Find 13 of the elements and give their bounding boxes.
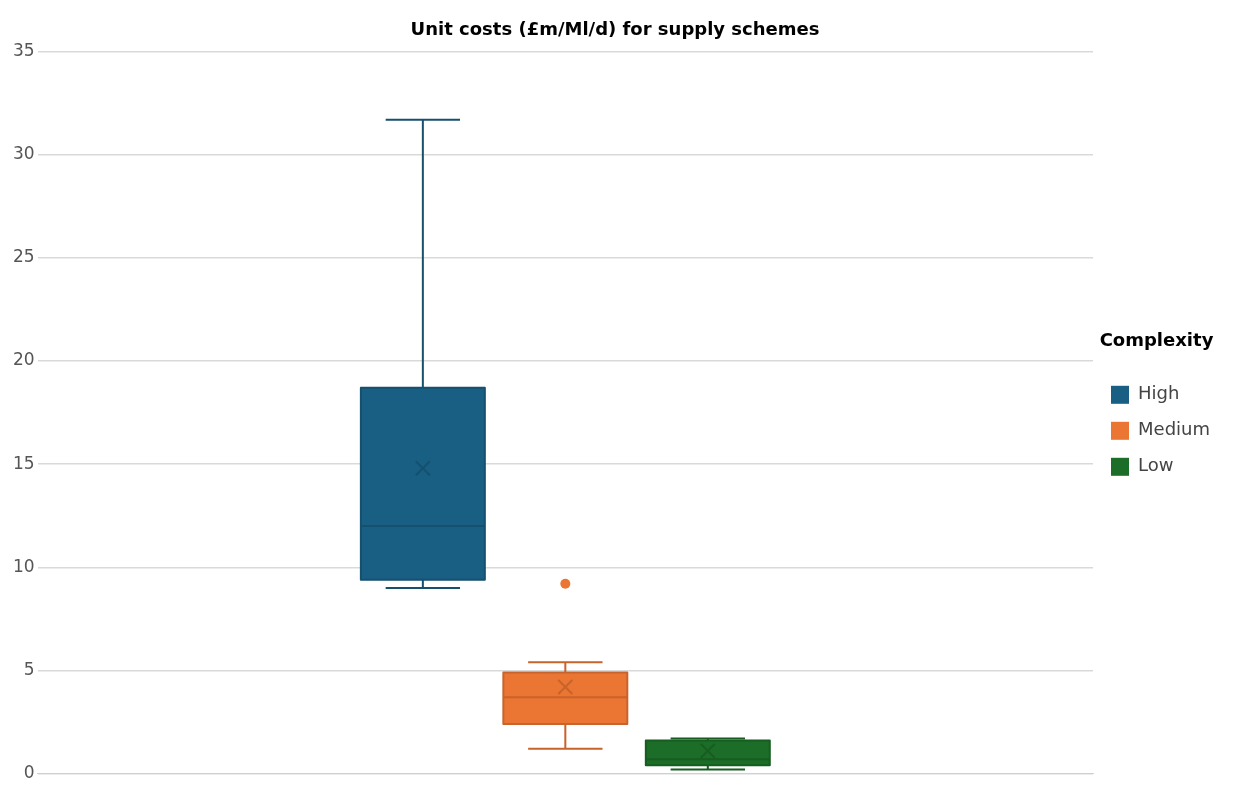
y-tick-label: 10 — [12, 555, 35, 576]
legend-label: High — [1138, 382, 1180, 404]
y-tick-label: 15 — [12, 452, 35, 473]
y-tick-label: 5 — [23, 658, 35, 679]
y-tick-label: 0 — [23, 762, 35, 783]
legend-title: Complexity — [1099, 328, 1214, 350]
legend-label: Low — [1138, 454, 1174, 476]
chart-title: Unit costs (£m/Ml/d) for supply schemes — [410, 18, 820, 40]
y-tick-label: 25 — [12, 246, 35, 267]
y-tick-label: 35 — [12, 40, 35, 61]
legend-label: Medium — [1138, 418, 1211, 440]
y-tick-label: 30 — [12, 143, 35, 164]
y-tick-label: 20 — [12, 349, 35, 370]
